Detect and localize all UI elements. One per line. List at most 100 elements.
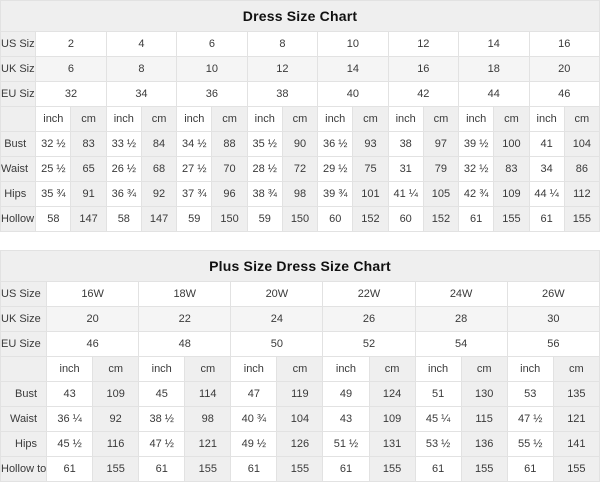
size-row: EU Size 46 48 50 52 54 56 <box>0 331 600 357</box>
measurement-cell-cm: 130 <box>460 381 508 407</box>
size-row: US Size246810121416 <box>0 31 600 57</box>
measurement-row: Waist 36 ¼ 92 38 ½ 98 40 ¾ 104 43 109 45 ¼ 115 47 ½… <box>0 406 600 432</box>
measurement-cell-cm: 155 <box>184 456 232 482</box>
measurement-cell-cm: 131 <box>368 431 416 457</box>
measurement-cell-inch: 61 <box>46 456 94 482</box>
size-value-cell: 8 <box>105 56 178 82</box>
measurement-cell-inch: 47 ½ <box>138 431 186 457</box>
measurement-cell-inch: 61 <box>528 206 565 232</box>
size-value-cell: 18W <box>138 281 232 307</box>
unit-header-cm: cm <box>552 356 600 382</box>
size-value-cell: 16 <box>528 31 600 57</box>
size-value-cell: 20 <box>46 306 140 332</box>
unit-header-cm: cm <box>368 356 416 382</box>
size-value-cell: 14 <box>317 56 389 82</box>
measurement-cell-inch: 45 <box>138 381 186 407</box>
size-row: UK Size 20 22 24 26 28 30 <box>0 306 600 332</box>
measurement-cell-inch: 37 ¾ <box>176 181 213 207</box>
unit-header-cm: cm <box>493 106 530 132</box>
measurement-cell-cm: 91 <box>70 181 107 207</box>
size-row-label: EU Size <box>0 331 48 357</box>
measurement-cell-cm: 109 <box>493 181 530 207</box>
measurement-cell-cm: 155 <box>493 206 530 232</box>
size-value-cell: 22W <box>322 281 416 307</box>
unit-header-inch: inch <box>138 356 186 382</box>
size-value-cell: 38 <box>246 81 319 107</box>
measurement-cell-inch: 28 ½ <box>246 156 283 182</box>
measurement-cell-cm: 147 <box>140 206 178 232</box>
size-value-cell: 46 <box>46 331 140 357</box>
measurement-row: Hollow to Floor6115561155611556115561155… <box>0 456 600 482</box>
measurement-cell-inch: 61 <box>458 206 495 232</box>
size-value-cell: 20 <box>528 56 600 82</box>
size-value-cell: 10 <box>176 56 248 82</box>
measurement-cell-cm: 98 <box>281 181 319 207</box>
measurement-cell-inch: 39 ½ <box>458 131 495 157</box>
measurement-cell-inch: 61 <box>414 456 462 482</box>
size-row-label: UK Size <box>0 306 48 332</box>
measurement-cell-cm: 92 <box>140 181 178 207</box>
measurement-cell-cm: 92 <box>92 406 140 432</box>
measurement-cell-cm: 121 <box>552 406 600 432</box>
size-value-cell: 6 <box>176 31 248 57</box>
measurement-cell-cm: 155 <box>92 456 140 482</box>
size-value-cell: 2 <box>35 31 107 57</box>
measurement-row: Waist 25 ½ 65 26 ½ 68 27 ½ 70 28 ½ 72 29 ½ 75 31 79 3… <box>0 156 600 182</box>
size-value-cell: 4 <box>105 31 178 57</box>
measurement-cell-inch: 32 ½ <box>35 131 72 157</box>
measurement-cell-cm: 83 <box>70 131 107 157</box>
measurement-cell-cm: 79 <box>422 156 460 182</box>
measurement-cell-inch: 36 ½ <box>317 131 354 157</box>
size-value-cell: 26 <box>322 306 416 332</box>
size-value-cell: 16 <box>387 56 460 82</box>
size-chart-table: Plus Size Dress Size Chart US Size 16W 18W 2… <box>0 250 600 482</box>
measurement-cell-inch: 33 ½ <box>105 131 142 157</box>
size-value-cell: 6 <box>35 56 107 82</box>
measurement-cell-cm: 72 <box>281 156 319 182</box>
size-value-cell: 14 <box>458 31 530 57</box>
unit-row-label <box>0 356 48 382</box>
measurement-cell-inch: 61 <box>230 456 278 482</box>
size-value-cell: 10 <box>317 31 389 57</box>
unit-header-cm: cm <box>422 106 460 132</box>
measurement-cell-inch: 55 ½ <box>506 431 554 457</box>
measurement-cell-inch: 27 ½ <box>176 156 213 182</box>
measurement-cell-cm: 105 <box>422 181 460 207</box>
measurement-cell-cm: 83 <box>493 156 530 182</box>
measurement-cell-cm: 115 <box>460 406 508 432</box>
size-value-cell: 12 <box>387 31 460 57</box>
size-value-cell: 22 <box>138 306 232 332</box>
measurement-cell-inch: 38 ¾ <box>246 181 283 207</box>
measurement-row: Hips 45 ½ 116 47 ½ 121 49 ½ 126 51 ½ 131 53 ½ 136 5… <box>0 431 600 457</box>
measurement-cell-cm: 155 <box>563 206 600 232</box>
measurement-cell-inch: 45 ¼ <box>414 406 462 432</box>
unit-header-cm: cm <box>70 106 107 132</box>
measurement-cell-cm: 121 <box>184 431 232 457</box>
measurement-cell-cm: 152 <box>352 206 389 232</box>
unit-header-cm: cm <box>92 356 140 382</box>
size-row: EU Size3234363840424446 <box>0 81 600 107</box>
measurement-cell-cm: 155 <box>276 456 324 482</box>
size-value-cell: 56 <box>506 331 600 357</box>
measurement-cell-inch: 53 <box>506 381 554 407</box>
measurement-cell-cm: 155 <box>368 456 416 482</box>
measurement-cell-cm: 84 <box>140 131 178 157</box>
size-chart-block: Plus Size Dress Size Chart US Size 16W 18W 2… <box>0 250 600 482</box>
size-value-cell: 44 <box>458 81 530 107</box>
unit-header-inch: inch <box>387 106 424 132</box>
unit-header-row: inch cm inch cm inch cm inch cm inch cm inch cm <box>0 356 600 382</box>
measurement-row-label: Hips <box>0 431 48 457</box>
size-value-cell: 12 <box>246 56 319 82</box>
unit-header-cm: cm <box>563 106 600 132</box>
measurement-cell-inch: 39 ¾ <box>317 181 354 207</box>
measurement-cell-cm: 88 <box>211 131 248 157</box>
measurement-row-label: Hollow to Floor <box>0 206 37 232</box>
measurement-row-label: Bust <box>0 381 48 407</box>
size-value-cell: 26W <box>506 281 600 307</box>
size-value-cell: 36 <box>176 81 248 107</box>
chart-title: Plus Size Dress Size Chart <box>0 250 600 282</box>
measurement-cell-cm: 104 <box>563 131 600 157</box>
measurement-cell-cm: 97 <box>422 131 460 157</box>
